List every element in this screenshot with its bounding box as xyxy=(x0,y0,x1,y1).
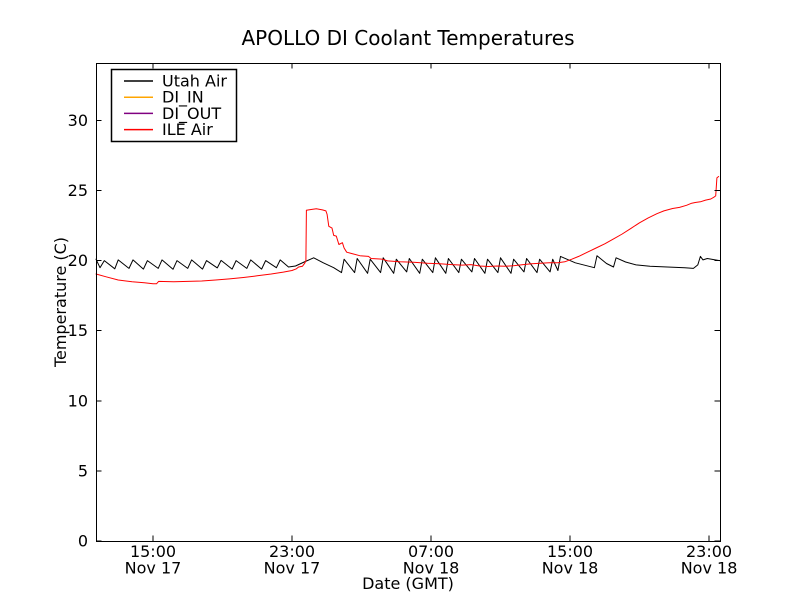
plot-border xyxy=(96,63,721,542)
x-tick-label-date: Nov 17 xyxy=(125,559,182,578)
x-tick-label-date: Nov 18 xyxy=(542,559,599,578)
x-tick-label-time: 15:00 xyxy=(547,542,593,561)
y-tick-label: 30 xyxy=(68,111,88,130)
x-tick-label-date: Nov 18 xyxy=(681,559,738,578)
series-line-ile-air xyxy=(95,176,720,285)
legend-label-di-in: DI_IN xyxy=(162,88,204,108)
y-tick-label: 20 xyxy=(68,251,88,270)
legend-label-ile-air: ILE Air xyxy=(162,120,213,139)
y-tick-label: 10 xyxy=(68,391,88,410)
series-layer xyxy=(95,176,720,285)
x-tick-label-date: Nov 17 xyxy=(264,559,321,578)
legend-item-utah-air: Utah Air xyxy=(124,72,227,91)
legend-item-ile-air: ILE Air xyxy=(124,120,213,139)
legend-item-di-in: DI_IN xyxy=(124,88,204,108)
chart-title: APOLLO DI Coolant Temperatures xyxy=(241,26,574,50)
x-axis-label: Date (GMT) xyxy=(362,574,454,593)
x-tick-label-time: 15:00 xyxy=(130,542,176,561)
x-tick-label-time: 23:00 xyxy=(269,542,315,561)
y-axis-label: Temperature (C) xyxy=(51,237,70,368)
series-line-utah-air xyxy=(95,255,720,274)
legend-item-di-out: DI_OUT xyxy=(124,104,221,124)
y-tick-label: 0 xyxy=(78,532,88,551)
y-tick-label: 5 xyxy=(78,461,88,480)
legend-label-utah-air: Utah Air xyxy=(162,72,227,91)
x-tick-label-time: 23:00 xyxy=(686,542,732,561)
legend-label-di-out: DI_OUT xyxy=(162,104,221,124)
x-tick-label-date: Nov 18 xyxy=(403,559,460,578)
y-tick-label: 15 xyxy=(68,321,88,340)
y-tick-label: 25 xyxy=(68,181,88,200)
x-tick-label-time: 07:00 xyxy=(408,542,454,561)
